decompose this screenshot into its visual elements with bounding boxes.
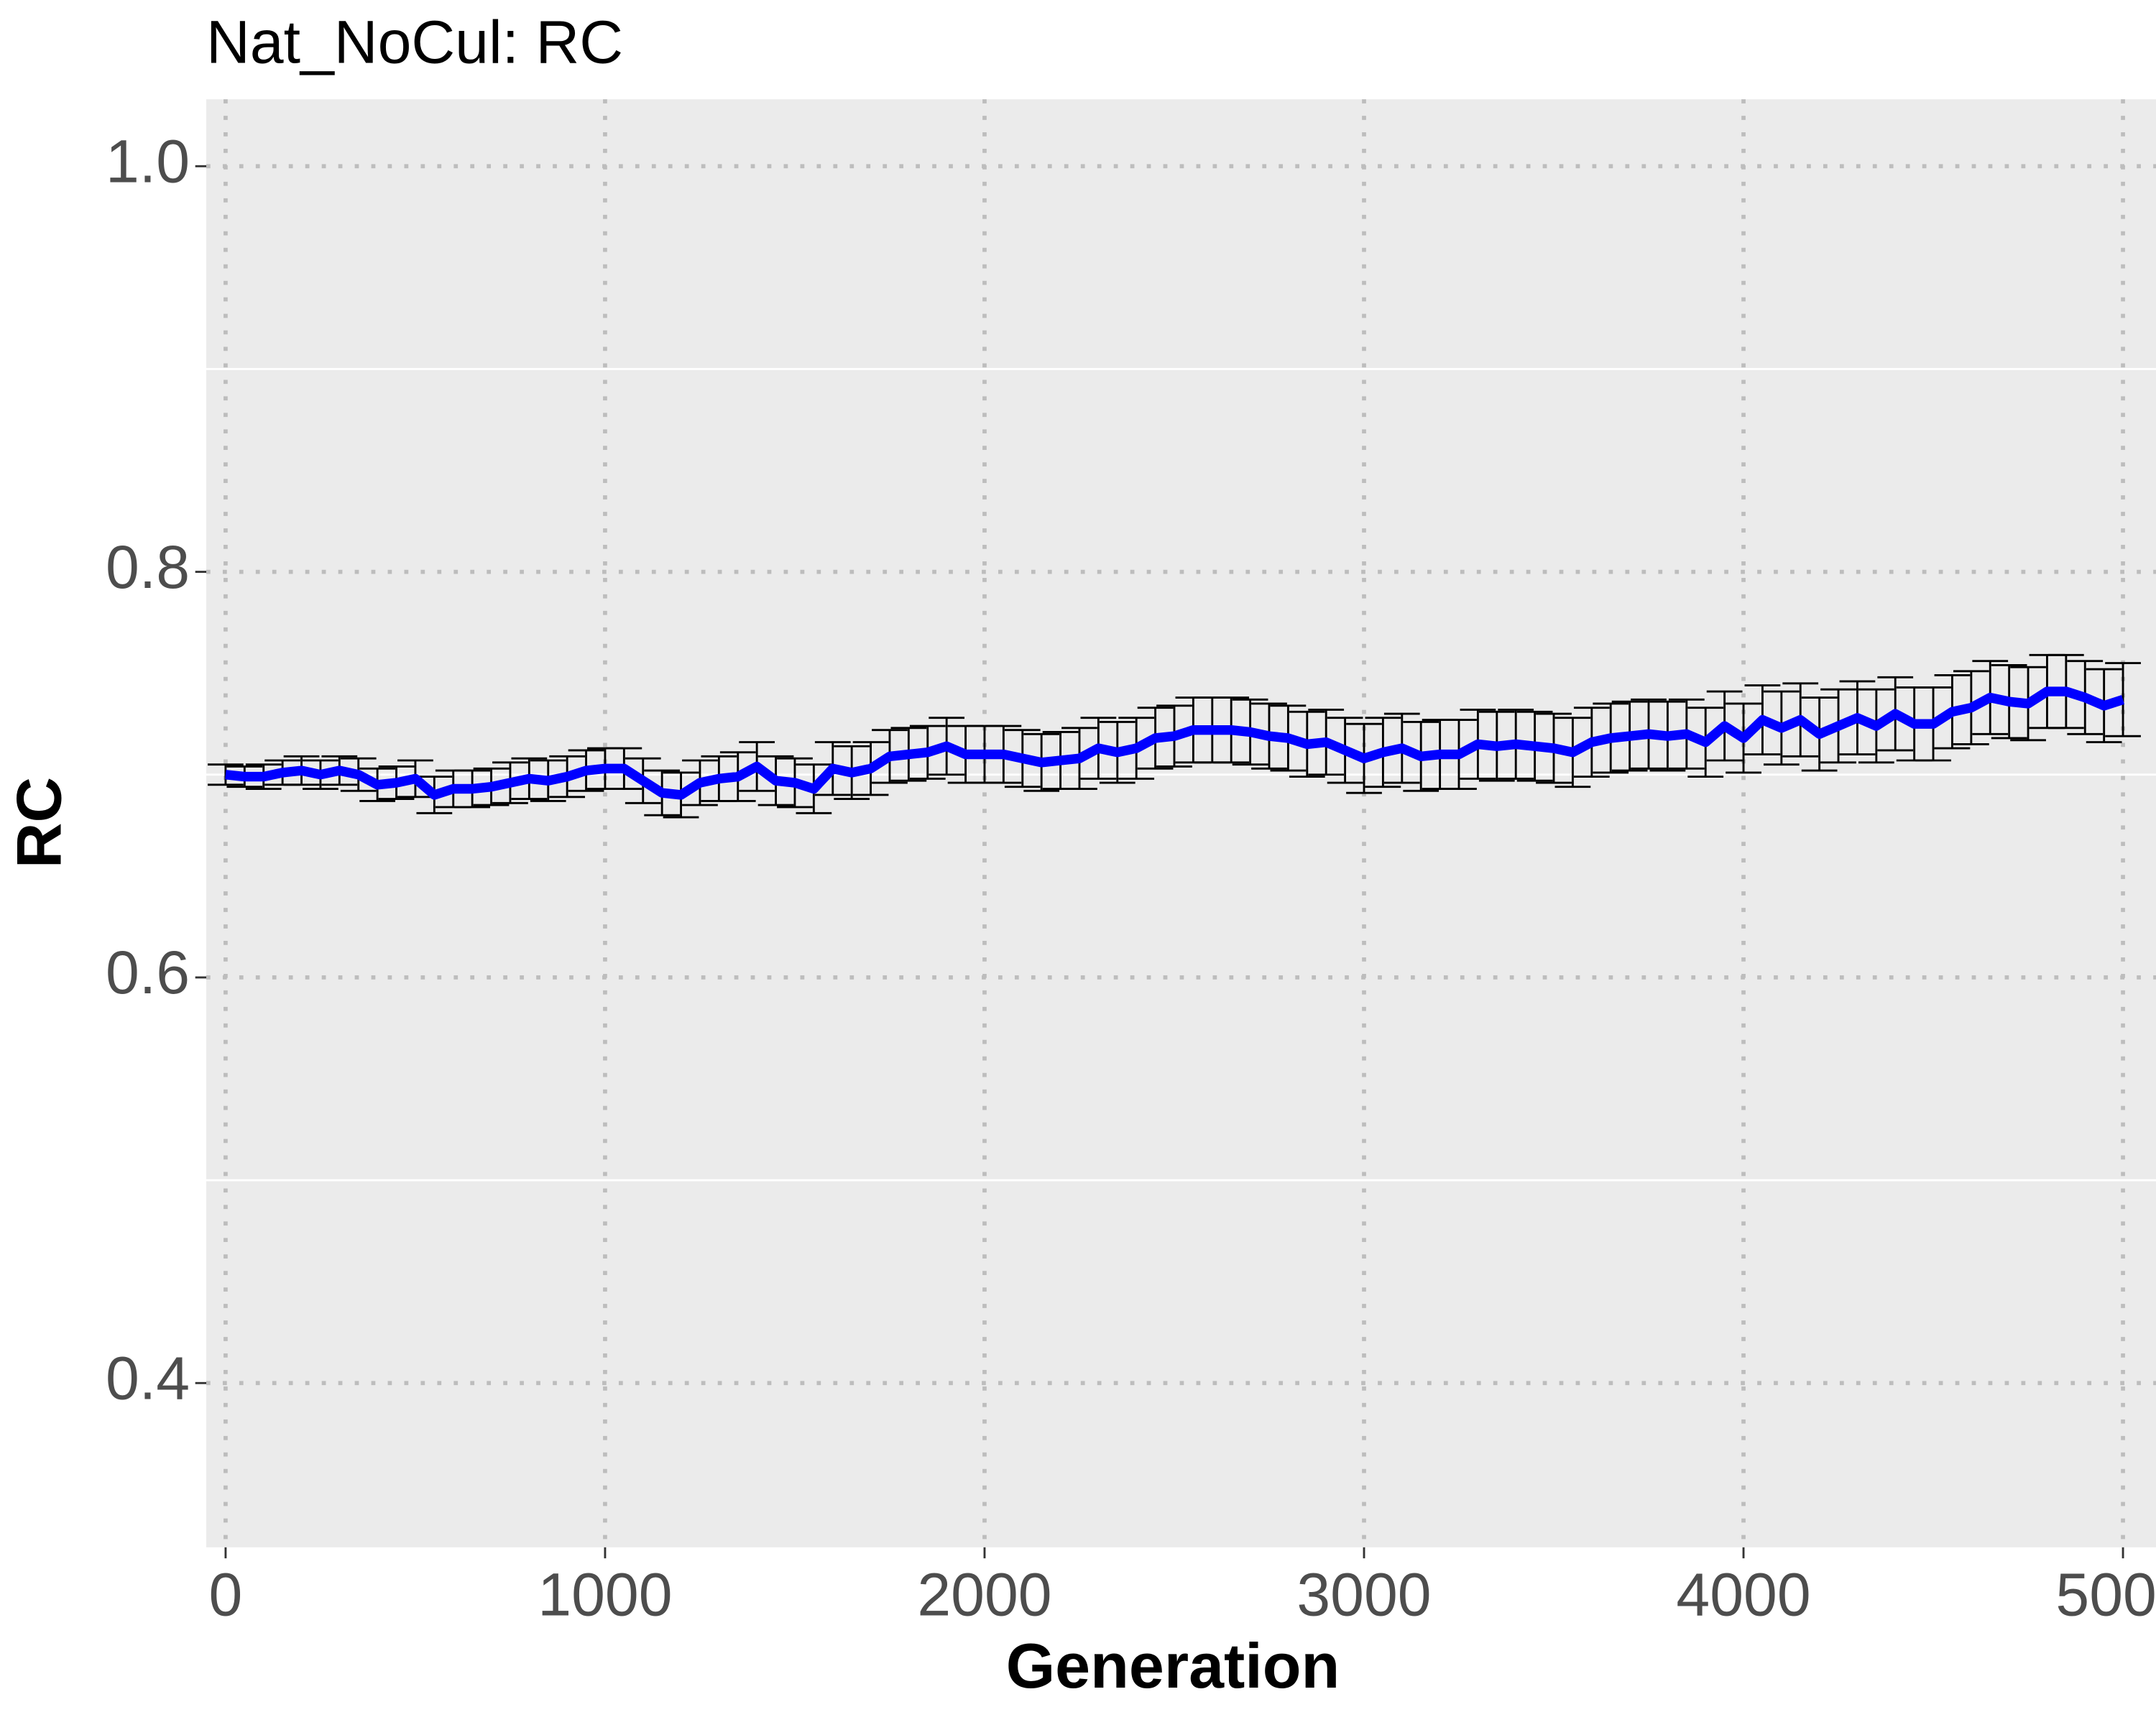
error-bar xyxy=(2105,662,2141,737)
y-tick-label: 0.4 xyxy=(106,1344,190,1412)
y-tick-label: 1.0 xyxy=(106,127,190,195)
x-tick-label: 2000 xyxy=(917,1561,1051,1629)
y-tick-label: 0.6 xyxy=(106,939,190,1006)
y-tick-label: 0.8 xyxy=(106,533,190,601)
y-axis-title: RC xyxy=(3,777,74,868)
error-bar xyxy=(208,763,244,786)
marks xyxy=(208,653,2141,819)
x-axis-title: Generation xyxy=(1006,1630,1340,1701)
chart-title: Nat_NoCul: RC xyxy=(206,9,623,76)
x-tick-label: 3000 xyxy=(1296,1561,1431,1629)
grid xyxy=(206,99,2156,1547)
panel xyxy=(206,99,2156,1547)
x-tick-label: 5000 xyxy=(2055,1561,2156,1629)
data-line xyxy=(225,686,2125,800)
x-tick-label: 0 xyxy=(209,1561,243,1629)
x-tick-label: 4000 xyxy=(1676,1561,1810,1629)
x-tick-label: 1000 xyxy=(538,1561,672,1629)
